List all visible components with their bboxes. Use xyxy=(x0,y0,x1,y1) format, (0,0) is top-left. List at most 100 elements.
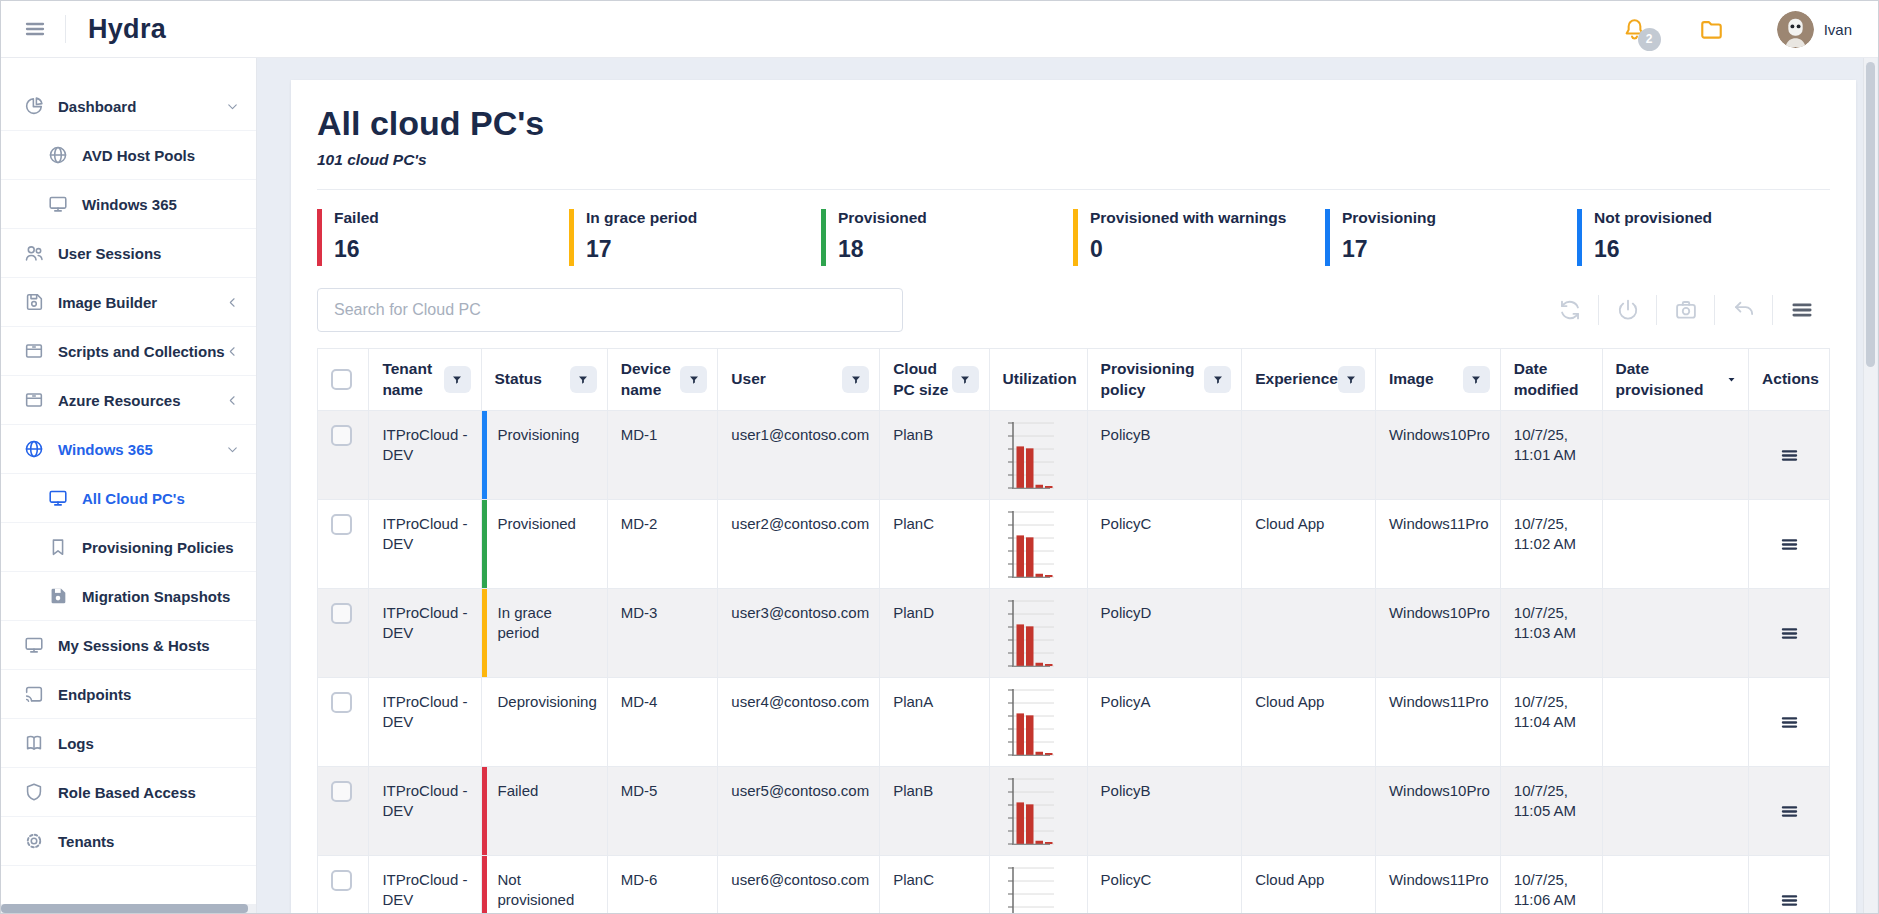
sidebar-scrollbar[interactable] xyxy=(1,904,256,913)
row-actions-button[interactable] xyxy=(1773,795,1806,828)
user-avatar[interactable] xyxy=(1777,11,1814,48)
page-subtitle: 101 cloud PC's xyxy=(317,151,1830,169)
sidebar-toggle-button[interactable] xyxy=(23,17,47,41)
sidebar-item-windows-365[interactable]: Windows 365 xyxy=(1,180,256,229)
sidebar-item-migration-snapshots[interactable]: Migration Snapshots xyxy=(1,572,256,621)
cloud-pc-size-cell: PlanC xyxy=(880,856,989,914)
menu-button[interactable] xyxy=(1773,297,1830,323)
filter-funnel-icon xyxy=(577,374,589,386)
sidebar-item-scripts-and-collections[interactable]: Scripts and Collections xyxy=(1,327,256,376)
sidebar-item-my-sessions-hosts[interactable]: My Sessions & Hosts xyxy=(1,621,256,670)
filter-button[interactable] xyxy=(680,366,707,393)
image-cell-text: Windows10Pro xyxy=(1389,782,1490,799)
power-button[interactable] xyxy=(1599,297,1656,323)
row-checkbox[interactable] xyxy=(331,603,352,624)
vertical-scrollbar-thumb[interactable] xyxy=(1866,62,1875,367)
row-checkbox[interactable] xyxy=(331,692,352,713)
row-actions-button[interactable] xyxy=(1773,884,1806,914)
row-checkbox[interactable] xyxy=(331,781,352,802)
row-checkbox[interactable] xyxy=(331,425,352,446)
summary-color-bar xyxy=(317,209,322,266)
undo-icon xyxy=(1731,297,1757,323)
row-checkbox[interactable] xyxy=(331,514,352,535)
sidebar-item-dashboard[interactable]: Dashboard xyxy=(1,82,256,131)
sidebar-item-label: AVD Host Pools xyxy=(82,147,195,164)
snapshot-button[interactable] xyxy=(1657,297,1714,323)
user-cell: user3@contoso.com xyxy=(718,589,880,678)
sidebar-item-tenants[interactable]: Tenants xyxy=(1,817,256,866)
filter-button[interactable] xyxy=(570,366,597,393)
sidebar-item-provisioning-policies[interactable]: Provisioning Policies xyxy=(1,523,256,572)
search-input[interactable] xyxy=(317,288,903,332)
filter-funnel-icon xyxy=(959,374,971,386)
filter-button[interactable] xyxy=(1204,366,1231,393)
provisioning-policy-cell: PolicyD xyxy=(1087,589,1242,678)
provisioning-policy-cell: PolicyB xyxy=(1087,767,1242,856)
filter-button[interactable] xyxy=(444,366,471,393)
filter-button[interactable] xyxy=(842,366,869,393)
row-checkbox[interactable] xyxy=(331,870,352,891)
experience-cell xyxy=(1242,589,1376,678)
utilization-chart xyxy=(1000,597,1083,671)
utilization-chart xyxy=(1000,508,1083,582)
row-actions-button[interactable] xyxy=(1773,528,1806,561)
chevron-down-icon xyxy=(225,442,240,457)
files-button[interactable] xyxy=(1698,16,1725,43)
refresh-button[interactable] xyxy=(1541,297,1598,323)
sidebar-item-windows-365[interactable]: Windows 365 xyxy=(1,425,256,474)
sidebar-item-avd-host-pools[interactable]: AVD Host Pools xyxy=(1,131,256,180)
column-label: Utilization xyxy=(1003,369,1077,389)
sidebar-item-role-based-access[interactable]: Role Based Access xyxy=(1,768,256,817)
vertical-scrollbar[interactable] xyxy=(1863,58,1877,913)
row-actions-button[interactable] xyxy=(1773,706,1806,739)
tenant-name-cell-text: ITProCloud - DEV xyxy=(382,515,467,552)
sidebar-item-endpoints[interactable]: Endpoints xyxy=(1,670,256,719)
column-label: Tenant name xyxy=(382,359,443,399)
table-row: ITProCloud - DEVDeprovisioningMD-4user4@… xyxy=(318,678,1830,767)
filter-button[interactable] xyxy=(1463,366,1490,393)
sidebar-item-image-builder[interactable]: Image Builder xyxy=(1,278,256,327)
content-card: All cloud PC's 101 cloud PC's Failed16In… xyxy=(291,80,1856,913)
user-cell-text: user5@contoso.com xyxy=(731,782,869,799)
experience-cell-text: Cloud App xyxy=(1255,515,1324,532)
sidebar-item-label: Azure Resources xyxy=(58,392,181,409)
experience-cell: Cloud App xyxy=(1242,678,1376,767)
row-actions-button[interactable] xyxy=(1773,439,1806,472)
experience-cell xyxy=(1242,411,1376,500)
menu-icon xyxy=(1779,712,1800,733)
device-name-cell: MD-6 xyxy=(607,856,718,914)
sidebar-item-user-sessions[interactable]: User Sessions xyxy=(1,229,256,278)
hamburger-icon xyxy=(23,17,47,41)
status-color-stripe xyxy=(482,411,487,499)
column-header-inner: Experience xyxy=(1255,366,1365,393)
column-header-inner: Utilization xyxy=(1003,369,1077,389)
column-header-inner: Status xyxy=(495,366,597,393)
cloud-pc-size-cell-text: PlanB xyxy=(893,782,933,799)
sidebar-item-all-cloud-pc-s[interactable]: All Cloud PC's xyxy=(1,474,256,523)
user-cell-text: user3@contoso.com xyxy=(731,604,869,621)
select-all-checkbox[interactable] xyxy=(331,369,352,390)
sidebar-scrollbar-thumb[interactable] xyxy=(1,904,248,913)
filter-button[interactable] xyxy=(952,366,979,393)
sort-desc-icon[interactable] xyxy=(1725,373,1738,386)
sidebar-item-logs[interactable]: Logs xyxy=(1,719,256,768)
column-label: Cloud PC size xyxy=(893,359,951,399)
sidebar-item-azure-resources[interactable]: Azure Resources xyxy=(1,376,256,425)
gear-icon xyxy=(23,830,45,852)
summary-label: Provisioned with warnings xyxy=(1090,207,1286,227)
notifications-button[interactable]: 2 xyxy=(1621,16,1648,43)
table-header-row: Tenant nameStatusDevice nameUserCloud PC… xyxy=(318,349,1830,411)
row-actions-button[interactable] xyxy=(1773,617,1806,650)
filter-funnel-icon xyxy=(1212,374,1224,386)
divider xyxy=(65,15,66,43)
utilization-cell xyxy=(989,500,1087,589)
device-name-cell-text: MD-5 xyxy=(621,782,658,799)
user-cell-text: user4@contoso.com xyxy=(731,693,869,710)
power-icon xyxy=(1615,297,1641,323)
chevron-left-icon xyxy=(225,344,240,359)
table-row: ITProCloud - DEVFailedMD-5user5@contoso.… xyxy=(318,767,1830,856)
date-modified-cell: 10/7/25, 11:01 AM xyxy=(1500,411,1602,500)
cloud-pc-size-cell: PlanB xyxy=(880,411,989,500)
undo-button[interactable] xyxy=(1715,297,1772,323)
filter-button[interactable] xyxy=(1338,366,1365,393)
